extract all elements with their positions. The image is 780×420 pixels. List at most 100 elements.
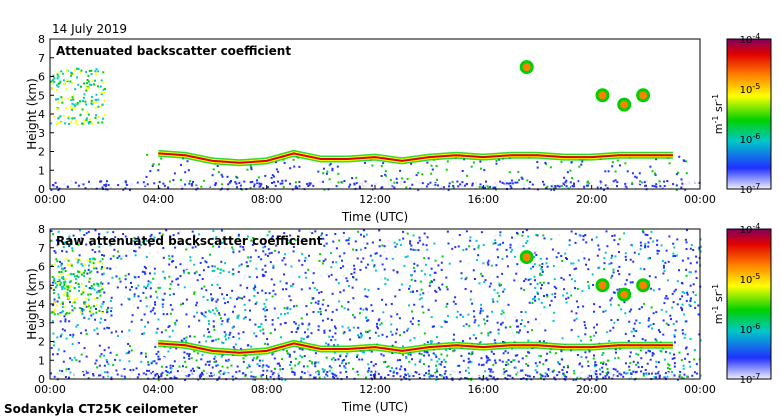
surface-pixel	[592, 372, 595, 375]
aerosol-pixel	[387, 365, 390, 368]
surface-pixel	[96, 376, 99, 379]
noise-pixel	[694, 270, 697, 273]
noise-pixel	[206, 299, 209, 301]
surface-pixel	[663, 185, 666, 187]
low-cloud-pixel	[54, 282, 57, 285]
upper-cloud-core	[522, 63, 531, 72]
noise-pixel	[371, 259, 374, 262]
noise-pixel	[478, 282, 481, 285]
noise-pixel	[465, 323, 468, 326]
noise-pixel	[264, 309, 267, 312]
aerosol-pixel	[631, 172, 634, 175]
noise-pixel	[290, 265, 293, 268]
aerosol-pixel	[281, 182, 284, 185]
surface-pixel	[452, 183, 455, 186]
noise-pixel	[95, 308, 97, 310]
low-cloud-pixel	[53, 301, 56, 304]
noise-pixel	[189, 335, 192, 338]
noise-pixel	[501, 257, 504, 260]
noise-pixel	[346, 269, 349, 272]
noise-pixel	[664, 261, 667, 264]
noise-pixel	[300, 251, 303, 254]
noise-pixel	[597, 244, 600, 247]
noise-pixel	[151, 360, 154, 363]
noise-pixel	[168, 257, 171, 260]
aerosol-pixel	[549, 166, 552, 169]
aerosol-pixel	[435, 165, 438, 167]
noise-pixel	[213, 269, 216, 272]
noise-pixel	[614, 357, 617, 360]
noise-pixel	[125, 286, 127, 289]
surface-pixel	[329, 181, 332, 184]
noise-pixel	[103, 354, 106, 357]
noise-pixel	[162, 298, 165, 301]
noise-pixel	[473, 248, 476, 251]
noise-pixel	[685, 320, 688, 323]
noise-pixel	[425, 244, 428, 247]
noise-pixel	[635, 330, 638, 333]
noise-pixel	[101, 310, 104, 313]
noise-pixel	[564, 252, 567, 255]
noise-pixel	[221, 320, 224, 323]
surface-pixel	[511, 376, 514, 379]
surface-pixel	[588, 379, 591, 381]
low-cloud-pixel	[88, 83, 91, 86]
noise-pixel	[598, 368, 601, 371]
noise-pixel	[61, 328, 64, 331]
noise-pixel	[159, 292, 162, 295]
noise-pixel	[699, 374, 702, 377]
surface-pixel	[309, 372, 312, 374]
noise-pixel	[273, 357, 276, 360]
noise-pixel	[209, 253, 212, 256]
low-cloud-pixel	[67, 273, 69, 276]
aerosol-pixel	[166, 374, 169, 377]
noise-pixel	[131, 314, 134, 317]
low-cloud-pixel	[91, 103, 94, 106]
noise-pixel	[611, 282, 614, 285]
noise-pixel	[203, 285, 206, 288]
surface-pixel	[374, 183, 377, 185]
noise-pixel	[129, 345, 131, 348]
noise-pixel	[171, 260, 173, 263]
noise-pixel	[92, 313, 95, 316]
noise-pixel	[380, 277, 383, 280]
surface-pixel	[267, 370, 270, 373]
aerosol-pixel	[160, 157, 163, 160]
noise-pixel	[426, 236, 429, 239]
noise-pixel	[514, 366, 517, 369]
noise-pixel	[153, 238, 156, 241]
low-cloud-pixel	[100, 91, 103, 94]
noise-pixel	[292, 246, 295, 248]
low-cloud-pixel	[62, 79, 65, 82]
noise-pixel	[647, 319, 650, 322]
surface-pixel	[616, 181, 619, 184]
noise-pixel	[79, 229, 81, 232]
noise-pixel	[352, 326, 355, 329]
noise-pixel	[536, 292, 539, 295]
surface-pixel	[456, 180, 459, 183]
noise-pixel	[268, 230, 271, 233]
noise-pixel	[318, 291, 321, 294]
noise-pixel	[277, 317, 280, 319]
noise-pixel	[468, 352, 470, 355]
low-cloud-pixel	[101, 312, 104, 314]
noise-pixel	[299, 354, 302, 357]
surface-pixel	[358, 374, 361, 377]
noise-pixel	[143, 239, 146, 242]
noise-pixel	[383, 268, 386, 271]
noise-pixel	[77, 275, 80, 278]
noise-pixel	[506, 265, 509, 268]
low-cloud-pixel	[94, 116, 97, 119]
noise-pixel	[76, 324, 79, 326]
noise-pixel	[546, 373, 549, 376]
surface-pixel	[309, 182, 312, 185]
surface-pixel	[460, 370, 463, 373]
noise-pixel	[490, 350, 493, 353]
noise-pixel	[423, 332, 426, 335]
surface-pixel	[596, 186, 599, 189]
surface-pixel	[260, 374, 263, 377]
surface-pixel	[212, 183, 215, 186]
surface-pixel	[391, 185, 394, 188]
aerosol-pixel	[288, 355, 291, 358]
surface-pixel	[439, 186, 442, 189]
